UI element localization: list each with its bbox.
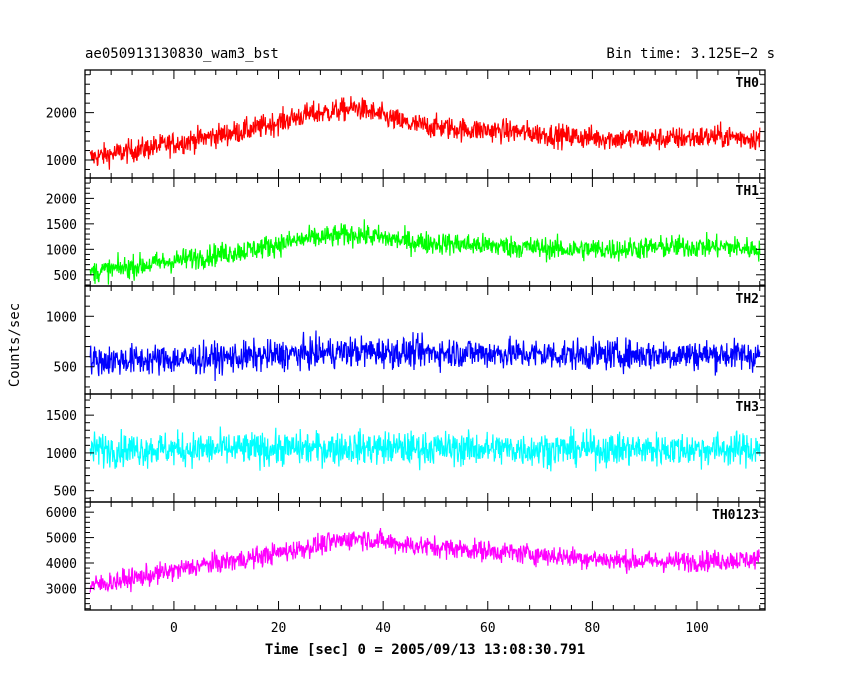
y-tick-label: 5000	[46, 532, 77, 547]
panels-group: 10002000TH0500100015002000TH15001000TH25…	[46, 69, 766, 636]
panel-th0123: 3000 4000 5000 6000 TH0123	[46, 501, 766, 611]
series-th0	[89, 96, 761, 170]
x-tick-label: 60	[480, 621, 496, 636]
y-tick-label: 2000	[46, 192, 77, 207]
y-tick-label: 6000	[46, 506, 77, 521]
panel-frame	[84, 177, 766, 287]
x-tick-label: 20	[271, 621, 287, 636]
chart-title: ae050913130830_wam3_bst	[85, 46, 279, 62]
y-tick-label: 500	[54, 361, 77, 376]
y-tick-label: 1000	[46, 154, 77, 169]
y-tick-label: 3000	[46, 582, 77, 597]
series-th1	[89, 219, 761, 285]
x-tick-label: 40	[375, 621, 391, 636]
x-axis-label: Time [sec] 0 = 2005/09/13 13:08:30.791	[265, 642, 585, 658]
series-th0123	[89, 527, 761, 593]
panel-name-label: TH0	[736, 76, 760, 91]
panel-th0: 1000 2000 TH0	[46, 69, 766, 179]
y-tick-label: 1500	[46, 409, 77, 424]
y-axis-label: Counts/sec	[7, 303, 23, 387]
panel-th2: 500 1000 TH2	[46, 285, 766, 395]
panel-name-label: TH2	[736, 292, 759, 307]
panel-name-label: TH3	[736, 400, 759, 415]
panel-th1: 500 1000 1500 2000 TH1	[46, 177, 766, 287]
x-tick-label: 0	[170, 621, 178, 636]
y-tick-label: 1000	[46, 447, 77, 462]
panel-name-label: TH1	[736, 184, 760, 199]
y-tick-label: 2000	[46, 107, 77, 122]
y-tick-label: 500	[54, 485, 77, 500]
y-tick-label: 1000	[46, 310, 77, 325]
y-tick-label: 4000	[46, 557, 77, 572]
y-tick-label: 500	[54, 269, 77, 284]
panel-frame	[84, 285, 766, 395]
series-th2	[89, 330, 761, 382]
y-tick-label: 1500	[46, 218, 77, 233]
panel-frame	[84, 501, 766, 611]
x-tick-label: 80	[585, 621, 601, 636]
series-th3	[89, 426, 761, 472]
bin-time-label: Bin time: 3.125E−2 s	[606, 46, 775, 62]
panel-name-label: TH0123	[712, 508, 759, 523]
x-tick-label: 100	[685, 621, 708, 636]
panel-th3: 500 1000 1500 TH3	[46, 393, 766, 503]
y-tick-label: 1000	[46, 243, 77, 258]
